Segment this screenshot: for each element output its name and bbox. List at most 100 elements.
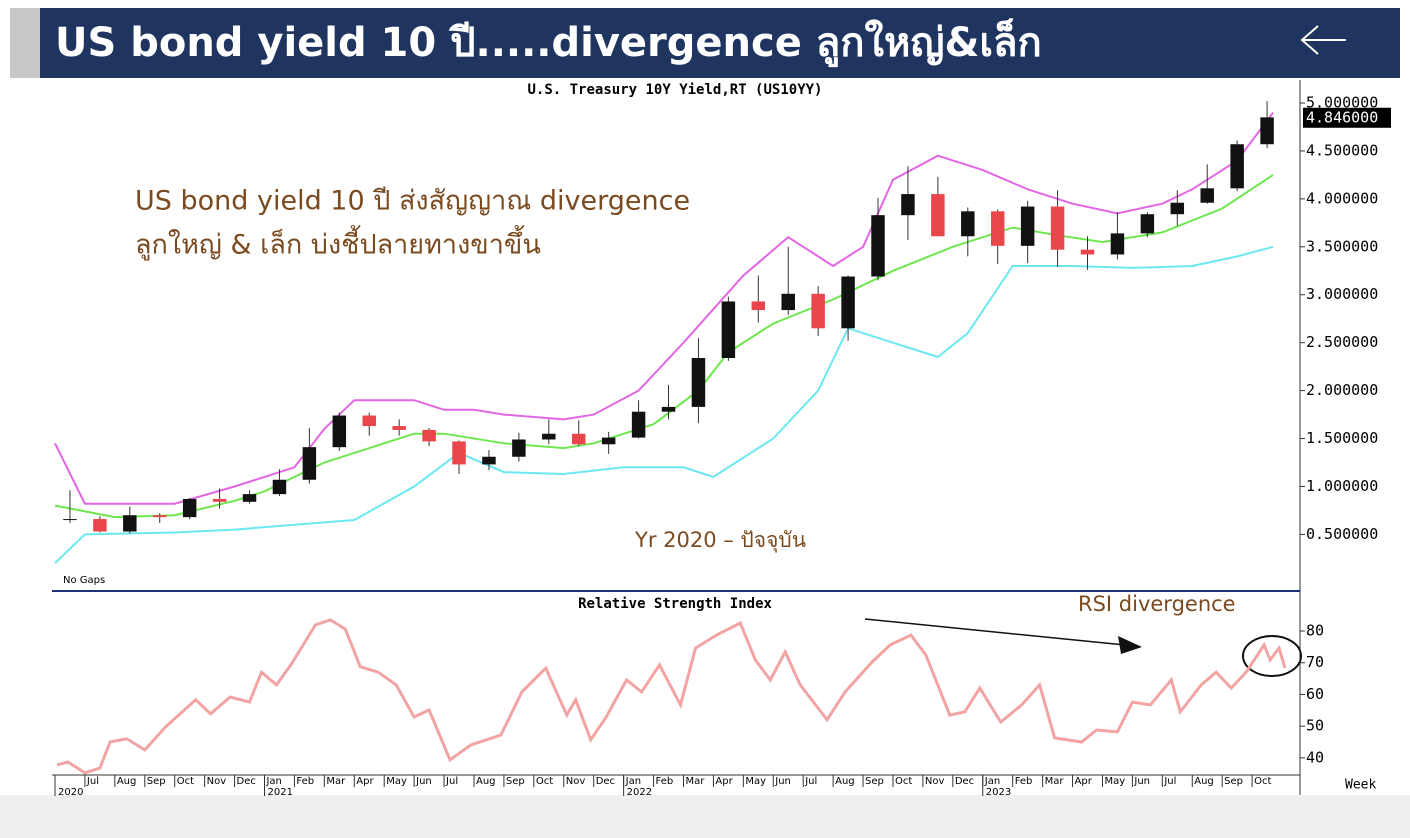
candle-body	[212, 498, 227, 502]
y-tick-label: 2.500000	[1306, 333, 1378, 351]
header-title: US bond yield 10 ปี.....divergence ลูกให…	[55, 17, 1042, 67]
x-tick-label: Dec	[596, 776, 615, 787]
candle-body	[901, 194, 915, 216]
y-tick-label: 5.000000	[1306, 94, 1378, 112]
candle-body	[362, 415, 376, 427]
candle-body	[751, 301, 766, 311]
year-label: 2022	[627, 787, 652, 798]
x-tick-label: Nov	[207, 776, 227, 787]
rsi-annotation: RSI divergence	[1078, 592, 1236, 616]
y-tick-label: 80	[1306, 622, 1324, 640]
x-tick-label: Jun	[415, 776, 432, 787]
x-tick-label: Aug	[1194, 776, 1214, 787]
candle-body	[512, 439, 526, 457]
y-tick-label: 40	[1306, 748, 1324, 766]
x-tick-label: Sep	[147, 776, 166, 787]
candle-body	[302, 447, 317, 480]
y-tick-label: 70	[1306, 653, 1324, 671]
period-label: Week	[1345, 778, 1376, 793]
candle-body	[1110, 233, 1125, 255]
divergence-arrow	[864, 618, 1142, 654]
candle-body	[182, 498, 197, 518]
candle-body	[482, 456, 496, 465]
y-tick-label: 3.500000	[1306, 237, 1378, 255]
x-tick-label: Dec	[955, 776, 974, 787]
last-price-box	[1303, 107, 1391, 128]
candle-body	[332, 415, 347, 448]
candle-body	[1080, 249, 1095, 255]
x-tick-label: Jul	[86, 776, 99, 787]
marks: 0.500000 1.000000 1.500000 2.000000 2.500000…	[54, 94, 1391, 798]
x-tick-label: Feb	[1015, 776, 1033, 787]
x-tick-label: Jun	[774, 776, 791, 787]
candle-body	[123, 515, 137, 532]
candle-body	[1230, 144, 1244, 189]
y-tick-label: 1.500000	[1306, 429, 1378, 447]
y-tick-label: 50	[1306, 717, 1324, 735]
x-tick-label: Mar	[1045, 776, 1065, 787]
candle-body	[1200, 188, 1214, 203]
candle-body	[721, 301, 736, 359]
x-tick-label: Mar	[685, 776, 705, 787]
x-tick-label: Oct	[177, 776, 194, 787]
x-tick-label: Sep	[506, 776, 525, 787]
rsi-line	[56, 618, 1287, 775]
note: Yr 2020 – ปัจจุบัน	[634, 528, 806, 553]
x-tick-label: Feb	[656, 776, 674, 787]
y-tick-label: 4.000000	[1306, 189, 1378, 207]
gaps-label: No Gaps	[63, 575, 105, 586]
x-tick-label: Jul	[1163, 776, 1176, 787]
band-line	[54, 245, 1274, 564]
x-tick-label: Jul	[445, 776, 458, 787]
x-tick-label: Aug	[476, 776, 496, 787]
y-tick-label: 60	[1306, 685, 1324, 703]
back-arrow[interactable]	[1300, 25, 1346, 55]
x-tick-label: Jun	[1133, 776, 1150, 787]
candle-body	[1050, 206, 1065, 250]
chart-title: U.S. Treasury 10Y Yield,RT (US10YY)	[527, 82, 822, 98]
candle-body	[1020, 206, 1035, 246]
year-label: 2021	[267, 787, 292, 798]
band-line	[54, 174, 1274, 519]
x-tick-label: Apr	[715, 776, 733, 787]
candle-body	[841, 276, 855, 329]
rsi-title: Relative Strength Index	[578, 596, 772, 612]
candle-body	[572, 433, 586, 445]
candle-body	[422, 429, 436, 442]
x-tick-label: Nov	[925, 776, 945, 787]
x-tick-label: Sep	[1224, 776, 1243, 787]
x-tick-label: May	[1104, 776, 1125, 787]
candle-body	[871, 215, 885, 277]
candle-body	[601, 437, 616, 445]
candle-body	[811, 293, 825, 329]
y-tick-label: 4.500000	[1306, 141, 1378, 159]
x-tick-label: Aug	[117, 776, 137, 787]
x-tick-label: Jul	[804, 776, 817, 787]
last-price-label: 4.846000	[1306, 108, 1378, 126]
y-tick-label: 1.000000	[1306, 477, 1378, 495]
candle-body	[63, 519, 77, 521]
candle-body	[931, 194, 945, 237]
x-tick-label: Oct	[895, 776, 912, 787]
candle-body	[781, 293, 795, 311]
annotation: ลูกใหญ่ & เล็ก บ่งชี้ปลายทางขาขึ้น	[135, 225, 541, 261]
y-tick-label: 2.000000	[1306, 381, 1378, 399]
x-tick-label: Jan	[984, 776, 1000, 787]
x-tick-label: Apr	[1075, 776, 1093, 787]
candle-body	[961, 211, 975, 237]
y-tick-label: 3.000000	[1306, 285, 1378, 303]
header-strip	[10, 8, 40, 78]
x-tick-label: Jan	[265, 776, 281, 787]
candle-body	[1170, 202, 1185, 215]
x-tick-label: Dec	[237, 776, 256, 787]
x-tick-label: May	[745, 776, 766, 787]
x-tick-label: Apr	[356, 776, 374, 787]
candle-body	[691, 358, 706, 407]
x-tick-label: Nov	[566, 776, 586, 787]
annotation: US bond yield 10 ปี ส่งสัญญาณ divergence	[135, 186, 690, 217]
candle-body	[153, 515, 167, 518]
candle-body	[392, 426, 406, 430]
year-label: 2020	[58, 787, 83, 798]
x-tick-label: Feb	[296, 776, 314, 787]
candle-body	[631, 411, 646, 438]
